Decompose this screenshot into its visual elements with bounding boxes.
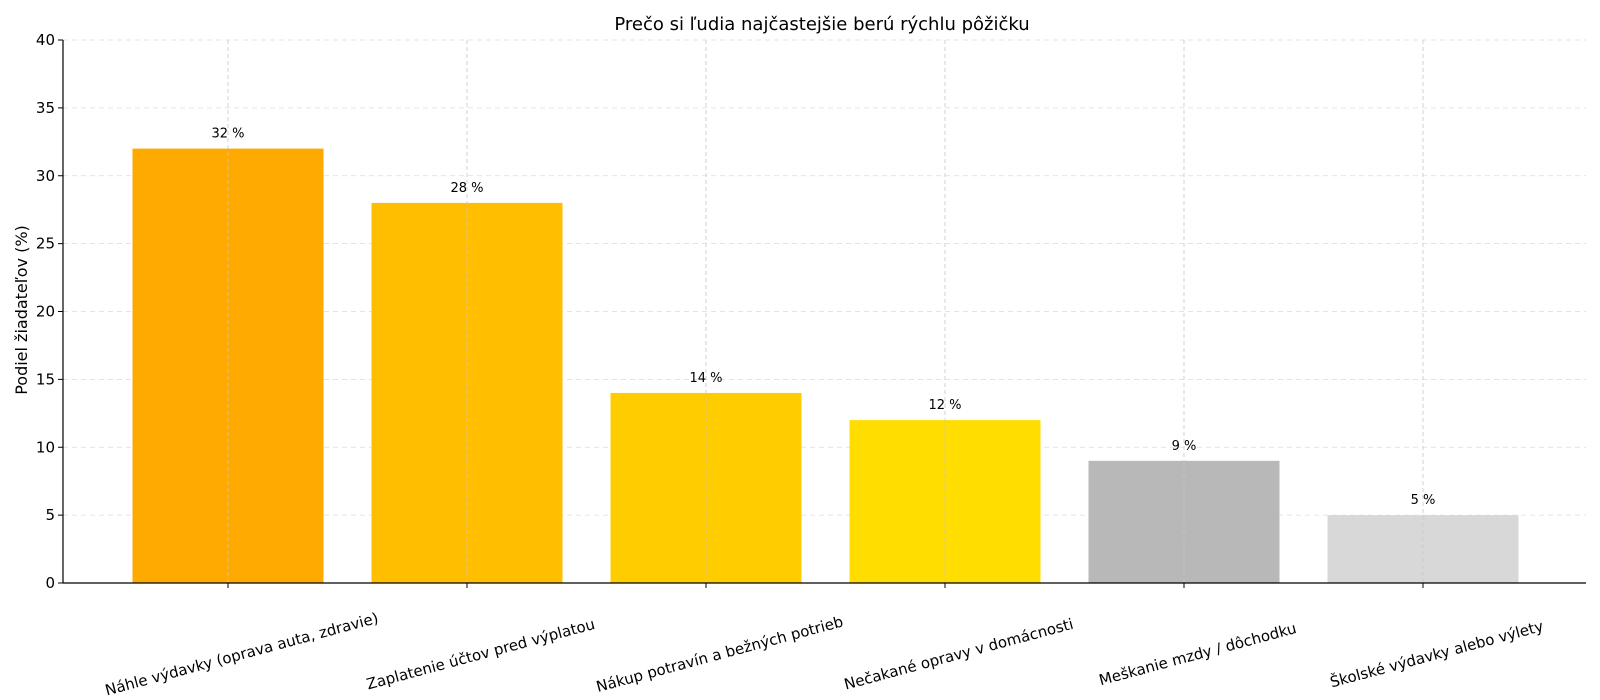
- x-tick-label: Meškanie mzdy / dôchodku: [1097, 619, 1298, 689]
- x-tick-label: Nákup potravín a bežných potrieb: [594, 613, 845, 696]
- value-label: 12 %: [928, 398, 961, 413]
- y-tick-label: 20: [36, 303, 55, 321]
- bar: [1088, 460, 1280, 583]
- chart-title: Prečo si ľudia najčastejšie berú rýchlu …: [614, 14, 1029, 35]
- y-tick-label: 5: [45, 506, 55, 524]
- y-tick-label: 30: [36, 167, 55, 185]
- value-label: 32 %: [211, 127, 244, 142]
- bars: [132, 148, 1519, 583]
- y-tick-label: 15: [36, 370, 55, 388]
- axes: [58, 39, 1586, 588]
- value-label: 5 %: [1411, 493, 1436, 508]
- value-label: 9 %: [1172, 439, 1197, 454]
- x-tick-label: Náhle výdavky (oprava auta, zdravie): [103, 609, 380, 699]
- y-tick-label: 10: [36, 438, 55, 456]
- x-tick-label: Nečakané opravy v domácnosti: [842, 615, 1075, 694]
- value-label: 14 %: [689, 371, 722, 386]
- y-axis-label: Podiel žiadateľov (%): [12, 225, 31, 395]
- y-tick-label: 25: [36, 235, 55, 253]
- y-tick-label: 35: [36, 99, 55, 117]
- y-tick-label: 40: [36, 31, 55, 49]
- x-tick-label: Zaplatenie účtov pred výplatou: [365, 615, 597, 693]
- x-tick-label: Školské výdavky alebo výlety: [1328, 616, 1546, 691]
- value-label: 28 %: [450, 181, 483, 196]
- y-tick-label: 0: [45, 574, 55, 592]
